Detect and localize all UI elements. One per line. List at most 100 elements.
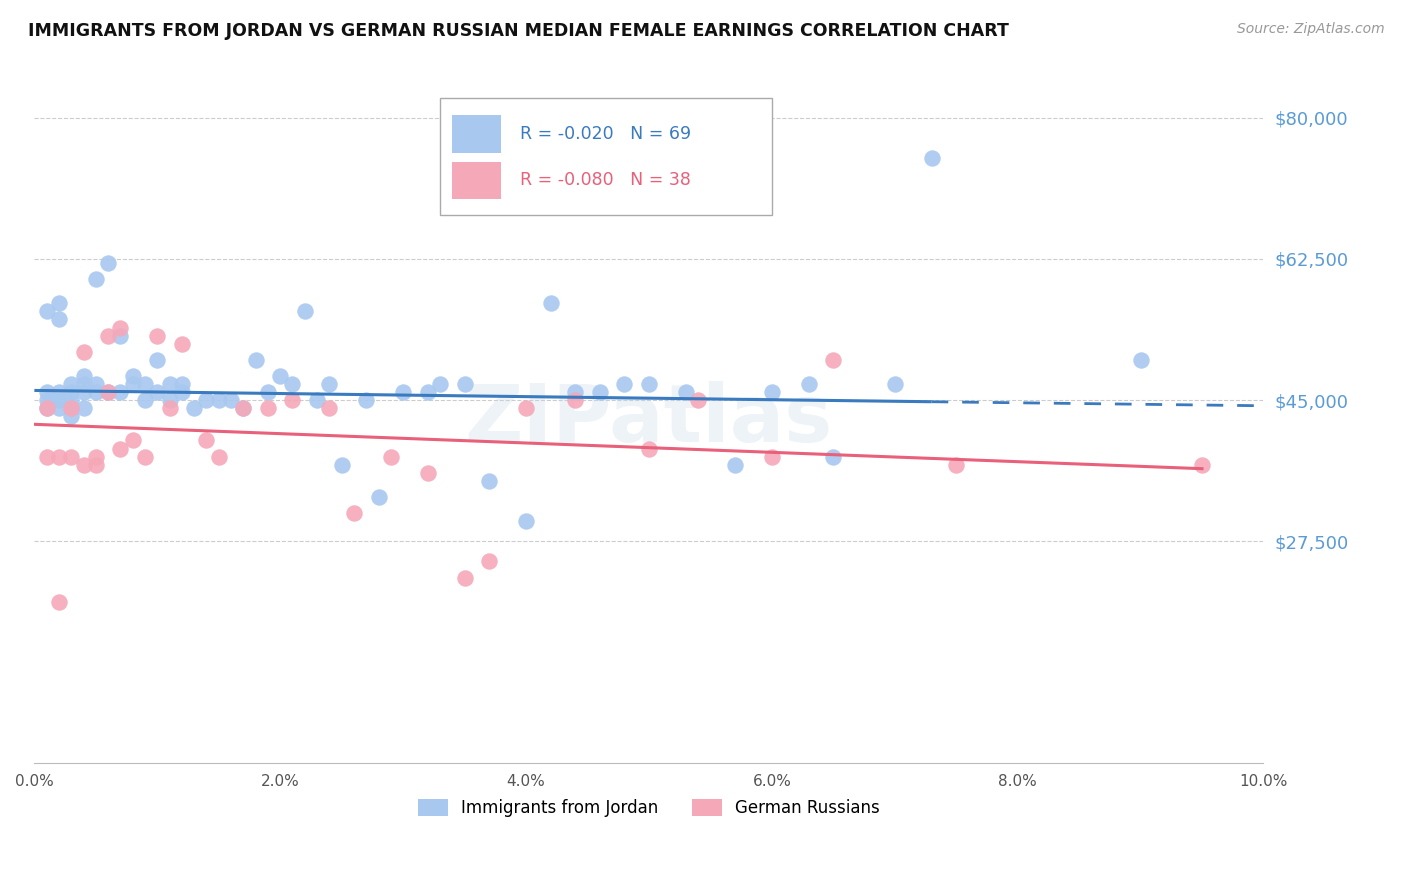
Point (823, 352, 845, 367)
Point (208, 450, 231, 464)
Point (330, 458, 353, 472)
Text: Source: ZipAtlas.com: Source: ZipAtlas.com (1237, 22, 1385, 37)
Point (60, 401, 83, 416)
Point (159, 376, 181, 391)
Point (638, 376, 661, 391)
Point (453, 376, 475, 391)
Point (232, 401, 254, 416)
Point (48, 450, 70, 464)
Point (134, 450, 156, 464)
Point (478, 474, 501, 488)
Point (84, 385, 107, 400)
Point (84, 450, 107, 464)
Point (367, 490, 389, 504)
Point (146, 352, 169, 367)
Point (35, 401, 58, 416)
Point (945, 458, 967, 472)
Point (72, 376, 94, 391)
Point (613, 376, 636, 391)
Point (35, 393, 58, 408)
Point (121, 376, 143, 391)
FancyBboxPatch shape (453, 161, 502, 200)
Point (35, 450, 58, 464)
Point (515, 514, 537, 528)
Point (589, 385, 612, 400)
FancyBboxPatch shape (440, 98, 772, 215)
Point (60, 409, 83, 424)
Point (60, 450, 83, 464)
Point (35, 304, 58, 318)
Point (72, 401, 94, 416)
Point (294, 304, 316, 318)
Point (48, 312, 70, 326)
Point (823, 450, 845, 464)
Point (416, 466, 439, 480)
Point (1129, 352, 1152, 367)
Point (170, 376, 193, 391)
Point (146, 328, 169, 343)
Point (60, 385, 83, 400)
Point (72, 385, 94, 400)
Point (675, 385, 697, 400)
Point (195, 434, 218, 448)
Point (110, 442, 132, 456)
Point (638, 442, 661, 456)
Point (307, 393, 329, 408)
Text: R = -0.020   N = 69: R = -0.020 N = 69 (520, 125, 690, 143)
Point (159, 393, 181, 408)
Point (35, 401, 58, 416)
Point (564, 393, 586, 408)
Point (921, 151, 943, 165)
Point (170, 336, 193, 351)
Point (170, 385, 193, 400)
Point (159, 401, 181, 416)
Point (416, 385, 439, 400)
Point (245, 352, 267, 367)
Point (48, 385, 70, 400)
Point (121, 434, 143, 448)
Point (84, 272, 107, 286)
Legend: Immigrants from Jordan, German Russians: Immigrants from Jordan, German Russians (411, 792, 887, 823)
Point (1191, 458, 1213, 472)
Point (110, 328, 132, 343)
Point (515, 401, 537, 416)
Point (195, 393, 218, 408)
Text: IMMIGRANTS FROM JORDAN VS GERMAN RUSSIAN MEDIAN FEMALE EARNINGS CORRELATION CHAR: IMMIGRANTS FROM JORDAN VS GERMAN RUSSIAN… (28, 22, 1010, 40)
Point (429, 376, 451, 391)
Point (797, 376, 820, 391)
FancyBboxPatch shape (453, 115, 502, 153)
Point (724, 458, 747, 472)
Point (72, 344, 94, 359)
Point (146, 385, 169, 400)
Point (208, 393, 231, 408)
Point (380, 450, 402, 464)
Point (883, 376, 905, 391)
Point (97, 385, 120, 400)
Point (318, 376, 340, 391)
Point (540, 296, 562, 310)
Point (688, 393, 710, 408)
Point (354, 393, 377, 408)
Point (392, 385, 415, 400)
Point (183, 401, 205, 416)
Point (60, 401, 83, 416)
Point (134, 376, 156, 391)
Point (84, 376, 107, 391)
Point (84, 458, 107, 472)
Text: R = -0.080   N = 38: R = -0.080 N = 38 (520, 171, 690, 189)
Point (257, 401, 280, 416)
Point (48, 393, 70, 408)
Point (761, 450, 783, 464)
Point (72, 458, 94, 472)
Point (343, 506, 366, 520)
Point (257, 385, 280, 400)
Point (134, 393, 156, 408)
Point (269, 368, 291, 383)
Point (97, 385, 120, 400)
Point (219, 393, 242, 408)
Point (48, 595, 70, 609)
Point (72, 368, 94, 383)
Point (281, 393, 304, 408)
Point (478, 554, 501, 568)
Point (453, 571, 475, 585)
